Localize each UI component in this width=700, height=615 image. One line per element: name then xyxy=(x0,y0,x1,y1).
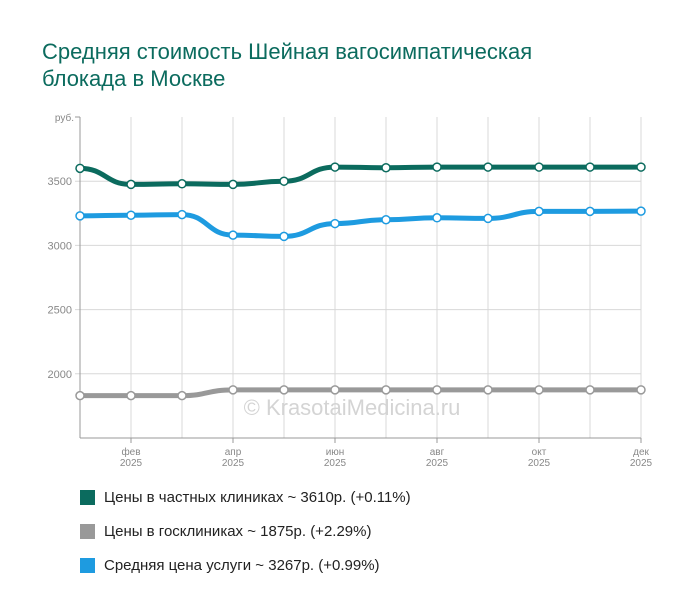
data-point xyxy=(483,385,493,395)
watermark: © KrasotaiMedicina.ru xyxy=(244,395,461,420)
data-point xyxy=(228,179,238,190)
legend-label: Средняя цена услуги ~ 3267р. (+0.99%) xyxy=(104,557,380,574)
legend-swatch xyxy=(80,524,95,539)
x-tick-label: фев 2025 xyxy=(120,446,143,469)
legend-label: Цены в госклиниках ~ 1875р. (+2.29%) xyxy=(104,523,372,540)
y-tick-label: 2000 xyxy=(48,369,72,381)
data-point xyxy=(432,213,442,223)
data-point xyxy=(228,385,238,395)
data-point xyxy=(228,230,238,240)
data-point xyxy=(585,206,595,217)
data-point xyxy=(126,390,136,401)
legend-item-public[interactable]: Цены в госклиниках ~ 1875р. (+2.29%) xyxy=(80,523,371,540)
data-point xyxy=(636,206,646,216)
data-point xyxy=(126,179,136,190)
data-point xyxy=(483,213,493,224)
data-point xyxy=(177,209,187,220)
data-point xyxy=(636,385,646,395)
y-axis-label: руб. xyxy=(55,112,74,124)
data-point xyxy=(330,218,340,229)
data-point xyxy=(75,211,85,221)
data-point xyxy=(381,162,391,173)
x-tick-label: авг 2025 xyxy=(426,447,449,469)
data-point xyxy=(279,385,289,395)
legend-swatch xyxy=(80,558,95,573)
data-point xyxy=(279,231,289,242)
data-point xyxy=(177,179,187,189)
data-point xyxy=(534,162,544,172)
x-tick-label: июн 2025 xyxy=(324,447,347,469)
legend-label: Цены в частных клиниках ~ 3610р. (+0.11%… xyxy=(104,489,411,506)
data-point xyxy=(432,385,442,395)
data-point xyxy=(534,385,544,395)
data-point xyxy=(483,162,493,172)
series-line-1 xyxy=(77,387,644,399)
data-point xyxy=(636,162,646,172)
data-point xyxy=(534,206,544,217)
x-tick-label: дек 2025 xyxy=(630,447,653,469)
data-point xyxy=(381,385,391,395)
legend-swatch xyxy=(80,490,95,505)
data-point xyxy=(126,210,136,220)
y-tick-label: 3500 xyxy=(48,176,72,188)
data-point xyxy=(75,163,85,174)
y-tick-label: 3000 xyxy=(48,240,72,252)
data-point xyxy=(381,214,391,225)
data-point xyxy=(330,385,340,395)
data-point xyxy=(330,162,340,172)
data-point xyxy=(585,162,595,172)
data-point xyxy=(585,385,595,395)
series-line-0 xyxy=(77,164,644,187)
x-tick-label: апр 2025 xyxy=(222,447,245,469)
y-tick-label: 2500 xyxy=(48,305,72,317)
data-point xyxy=(177,390,187,401)
chart-title: Средняя стоимость Шейная вагосимпатическ… xyxy=(42,39,533,91)
legend-item-average[interactable]: Средняя цена услуги ~ 3267р. (+0.99%) xyxy=(80,557,380,574)
series-line-2 xyxy=(77,208,644,239)
data-point xyxy=(75,390,85,401)
legend-item-private[interactable]: Цены в частных клиниках ~ 3610р. (+0.11%… xyxy=(80,489,411,506)
data-point xyxy=(279,176,289,186)
data-point xyxy=(432,162,442,172)
x-tick-label: окт 2025 xyxy=(528,447,551,469)
